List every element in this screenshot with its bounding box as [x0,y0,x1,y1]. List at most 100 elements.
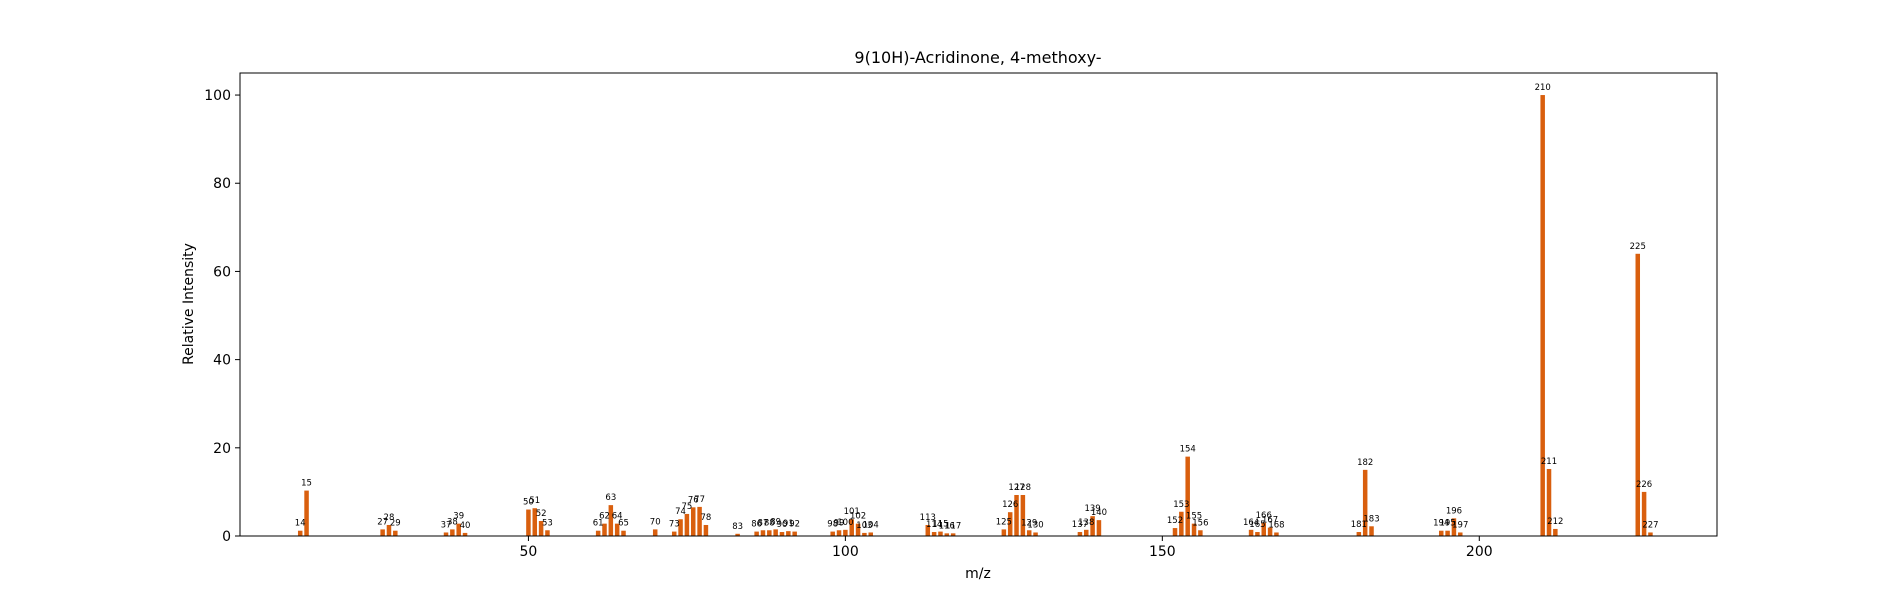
peak-bar [767,530,772,536]
plot-frame [239,72,1718,537]
peak-label: 227 [1642,520,1658,530]
peak-bar [944,533,950,536]
peak-label: 74 [675,507,686,517]
y-tick-label: 60 [213,264,231,280]
peak-label: 53 [542,518,553,528]
peak-bar [532,508,538,536]
peak-bar [1077,532,1083,536]
peak-bar [1369,526,1374,536]
peak-bar [443,532,449,536]
peak-label: 102 [850,512,866,522]
peak-bar [684,513,690,536]
y-tick-label: 0 [222,529,231,545]
x-axis-label: m/z [965,566,991,582]
peak-bar [1546,468,1552,536]
peak-label: 83 [732,522,743,532]
peak-label: 98 [827,520,838,530]
peak-label: 126 [1002,500,1018,510]
peak-label: 164 [1243,518,1259,528]
peak-label: 140 [1091,508,1107,518]
peak-label: 89 [770,517,781,527]
peak-label: 92 [789,520,800,530]
peak-label: 139 [1084,504,1100,514]
bars-group [297,95,1653,537]
peak-label: 62 [599,512,610,522]
peak-label: 127 [1008,483,1024,493]
peak-label: 76 [688,495,699,505]
y-tick-label: 20 [213,441,231,457]
peak-label: 113 [920,513,936,523]
peak-bar [1267,527,1273,536]
peak-label: 211 [1541,457,1557,467]
peak-label: 167 [1262,516,1278,526]
peak-bar [1020,494,1026,536]
x-axis: 50 100 150 200 [520,536,1493,560]
peak-bar [950,533,956,536]
peak-label: 210 [1535,83,1551,93]
peak-bar [456,523,461,536]
peak-label: 196 [1446,506,1462,516]
peak-label: 15 [301,479,312,489]
peak-label: 78 [701,513,712,523]
peak-label: 38 [447,517,458,527]
peak-label: 166 [1256,511,1272,521]
peak-label: 152 [1167,516,1183,526]
peak-bar [538,521,544,536]
x-tick-label: 50 [520,544,538,560]
peak-bar [1635,253,1641,537]
peak-bar [1191,523,1197,536]
peak-label: 128 [1015,483,1031,493]
peak-bar [754,531,759,536]
peak-label: 130 [1027,520,1043,530]
peak-bar [602,523,607,536]
peak-label: 61 [593,519,604,529]
x-tick-label: 100 [832,544,859,560]
peak-bar [938,531,943,536]
peak-bar [836,530,842,536]
peak-label: 104 [863,520,879,530]
peak-label: 63 [605,493,616,503]
peak-bar [1540,95,1545,537]
peak-label: 155 [1186,512,1202,522]
peak-label: 114 [926,520,942,530]
peak-label: 51 [529,496,540,506]
peak-label: 156 [1192,518,1208,528]
peak-bar [1261,522,1267,536]
peak-label: 138 [1078,518,1094,528]
peak-bar [855,523,861,536]
peak-label: 129 [1021,518,1037,528]
peak-bar [760,530,766,536]
peak-bar [1362,469,1368,536]
peak-label: 212 [1547,517,1563,527]
peak-label: 154 [1180,445,1196,455]
peak-bar [450,529,455,536]
peak-bar [735,533,740,536]
peak-bar [786,531,791,536]
peak-bar [925,524,931,536]
peak-label: 27 [377,517,388,527]
peak-label: 29 [390,519,401,529]
peak-bar [1179,511,1184,536]
peak-bar [621,530,626,536]
peak-bar [393,530,398,536]
peak-label: 75 [681,502,692,512]
peak-label: 195 [1439,519,1455,529]
peak-bar [297,530,303,536]
peak-bar [671,531,677,536]
peak-bar [849,519,854,536]
peak-label: 73 [669,520,680,530]
peak-bar [843,529,848,536]
peak-label: 101 [844,507,860,517]
peak-label: 226 [1636,480,1652,490]
peak-label: 103 [856,521,872,531]
peak-label: 52 [536,509,547,519]
peak-bar [1096,520,1102,536]
peak-bar [1274,532,1279,536]
peak-label: 153 [1173,500,1189,510]
peak-bar [1007,512,1013,536]
peak-bar [1255,532,1260,536]
peak-bar [1001,529,1007,536]
peak-bar [1084,529,1089,536]
